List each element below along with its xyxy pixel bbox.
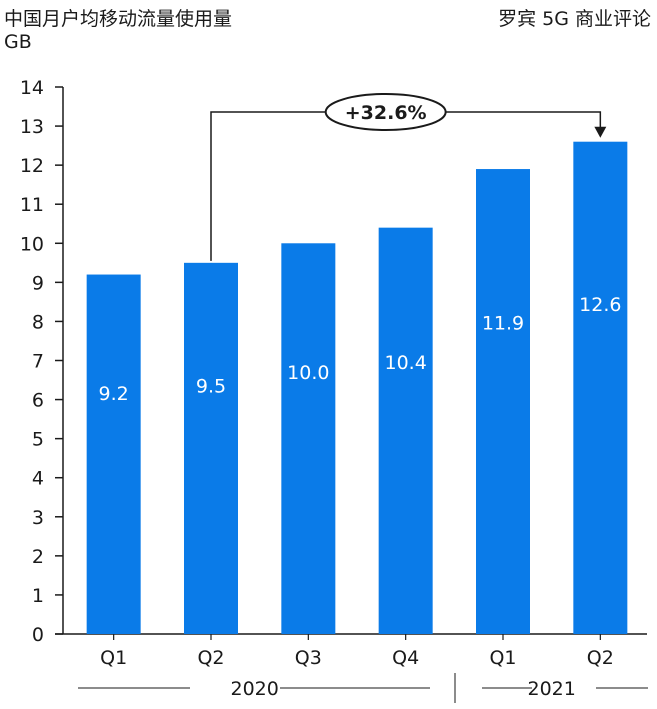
y-tick-label: 14 bbox=[20, 77, 44, 99]
y-unit-label: GB bbox=[4, 31, 32, 53]
bar-value-label: 11.9 bbox=[482, 312, 524, 334]
x-tick-label: Q1 bbox=[489, 647, 516, 669]
annotation-arrowhead bbox=[594, 126, 607, 138]
x-tick-label: Q3 bbox=[295, 647, 322, 669]
y-tick-label: 1 bbox=[32, 585, 44, 607]
bar-value-label: 9.5 bbox=[196, 375, 226, 397]
bar-value-label: 12.6 bbox=[579, 294, 621, 316]
y-tick-label: 12 bbox=[20, 155, 44, 177]
chart-title: 中国月户均移动流量使用量 bbox=[4, 8, 233, 30]
source-label: 罗宾 5G 商业评论 bbox=[498, 8, 651, 30]
y-tick-label: 7 bbox=[32, 351, 44, 373]
bar bbox=[184, 262, 238, 634]
y-tick-label: 8 bbox=[32, 311, 44, 333]
bar-value-label: 9.2 bbox=[99, 383, 129, 405]
y-tick-label: 0 bbox=[32, 624, 44, 646]
y-tick-label: 11 bbox=[20, 194, 44, 216]
bar bbox=[378, 227, 433, 634]
y-tick-label: 10 bbox=[20, 233, 44, 255]
x-tick-label: Q2 bbox=[197, 647, 224, 669]
y-tick-label: 5 bbox=[32, 429, 44, 451]
y-tick-label: 2 bbox=[32, 546, 44, 568]
y-tick-label: 6 bbox=[32, 390, 44, 412]
x-tick-label: Q2 bbox=[587, 647, 614, 669]
annotation-bubble bbox=[324, 93, 447, 131]
x-tick-label: Q4 bbox=[392, 647, 419, 669]
year-label: 2021 bbox=[527, 678, 575, 700]
bar-value-label: 10.0 bbox=[287, 362, 329, 384]
y-tick-label: 3 bbox=[32, 507, 44, 529]
bar bbox=[281, 243, 336, 635]
bar bbox=[86, 274, 141, 634]
x-tick-label: Q1 bbox=[100, 647, 127, 669]
bar bbox=[476, 169, 530, 635]
y-tick-label: 9 bbox=[32, 272, 44, 294]
annotation-label: +32.6% bbox=[345, 102, 427, 124]
y-tick-label: 13 bbox=[20, 116, 44, 138]
bar bbox=[573, 141, 628, 634]
y-tick-label: 4 bbox=[32, 468, 44, 490]
year-label: 2020 bbox=[230, 678, 278, 700]
bar-value-label: 10.4 bbox=[385, 352, 427, 374]
